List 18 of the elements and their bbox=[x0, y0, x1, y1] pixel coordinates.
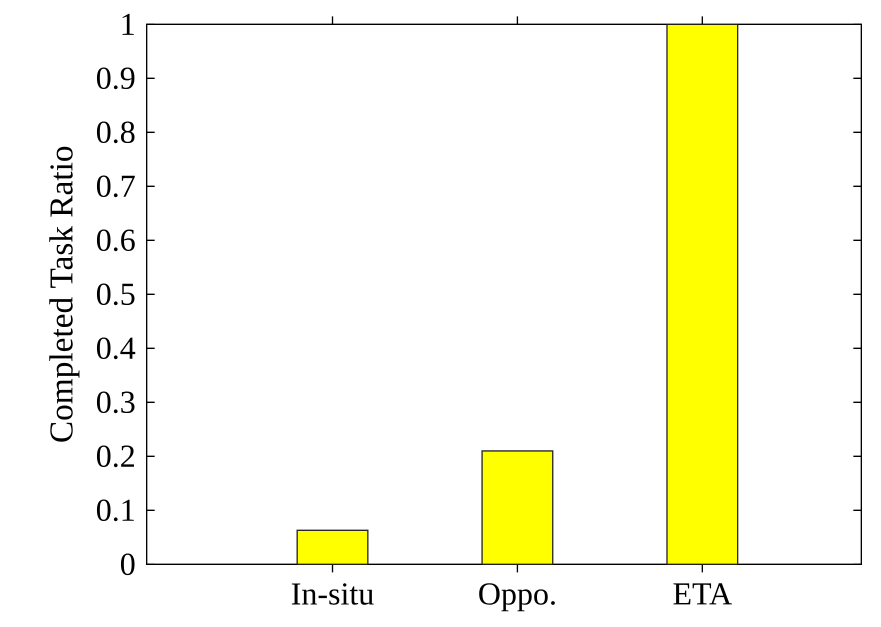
y-tick-label: 0.1 bbox=[96, 499, 134, 522]
y-tick-label: 0.7 bbox=[96, 175, 135, 198]
y-tick-label: 0.9 bbox=[96, 67, 134, 90]
y-tick-label: 0.6 bbox=[96, 229, 135, 252]
y-axis-title: Completed Task Ratio bbox=[49, 146, 80, 442]
y-tick-label: 0.2 bbox=[96, 445, 134, 468]
y-tick-label: 0.3 bbox=[96, 391, 134, 414]
x-tick-label: Oppo. bbox=[479, 583, 555, 612]
y-tick-label: 0 bbox=[120, 554, 135, 576]
y-tick-label: 1 bbox=[122, 14, 134, 35]
y-tick-label: 0.4 bbox=[96, 337, 136, 360]
bar bbox=[666, 24, 738, 564]
bar bbox=[296, 530, 369, 564]
y-tick-label: 0.5 bbox=[96, 283, 134, 306]
x-tick-label: ETA bbox=[673, 583, 732, 604]
x-tick-label: In-situ bbox=[292, 583, 374, 605]
bar bbox=[481, 450, 554, 564]
y-tick-label: 0.8 bbox=[96, 121, 135, 144]
